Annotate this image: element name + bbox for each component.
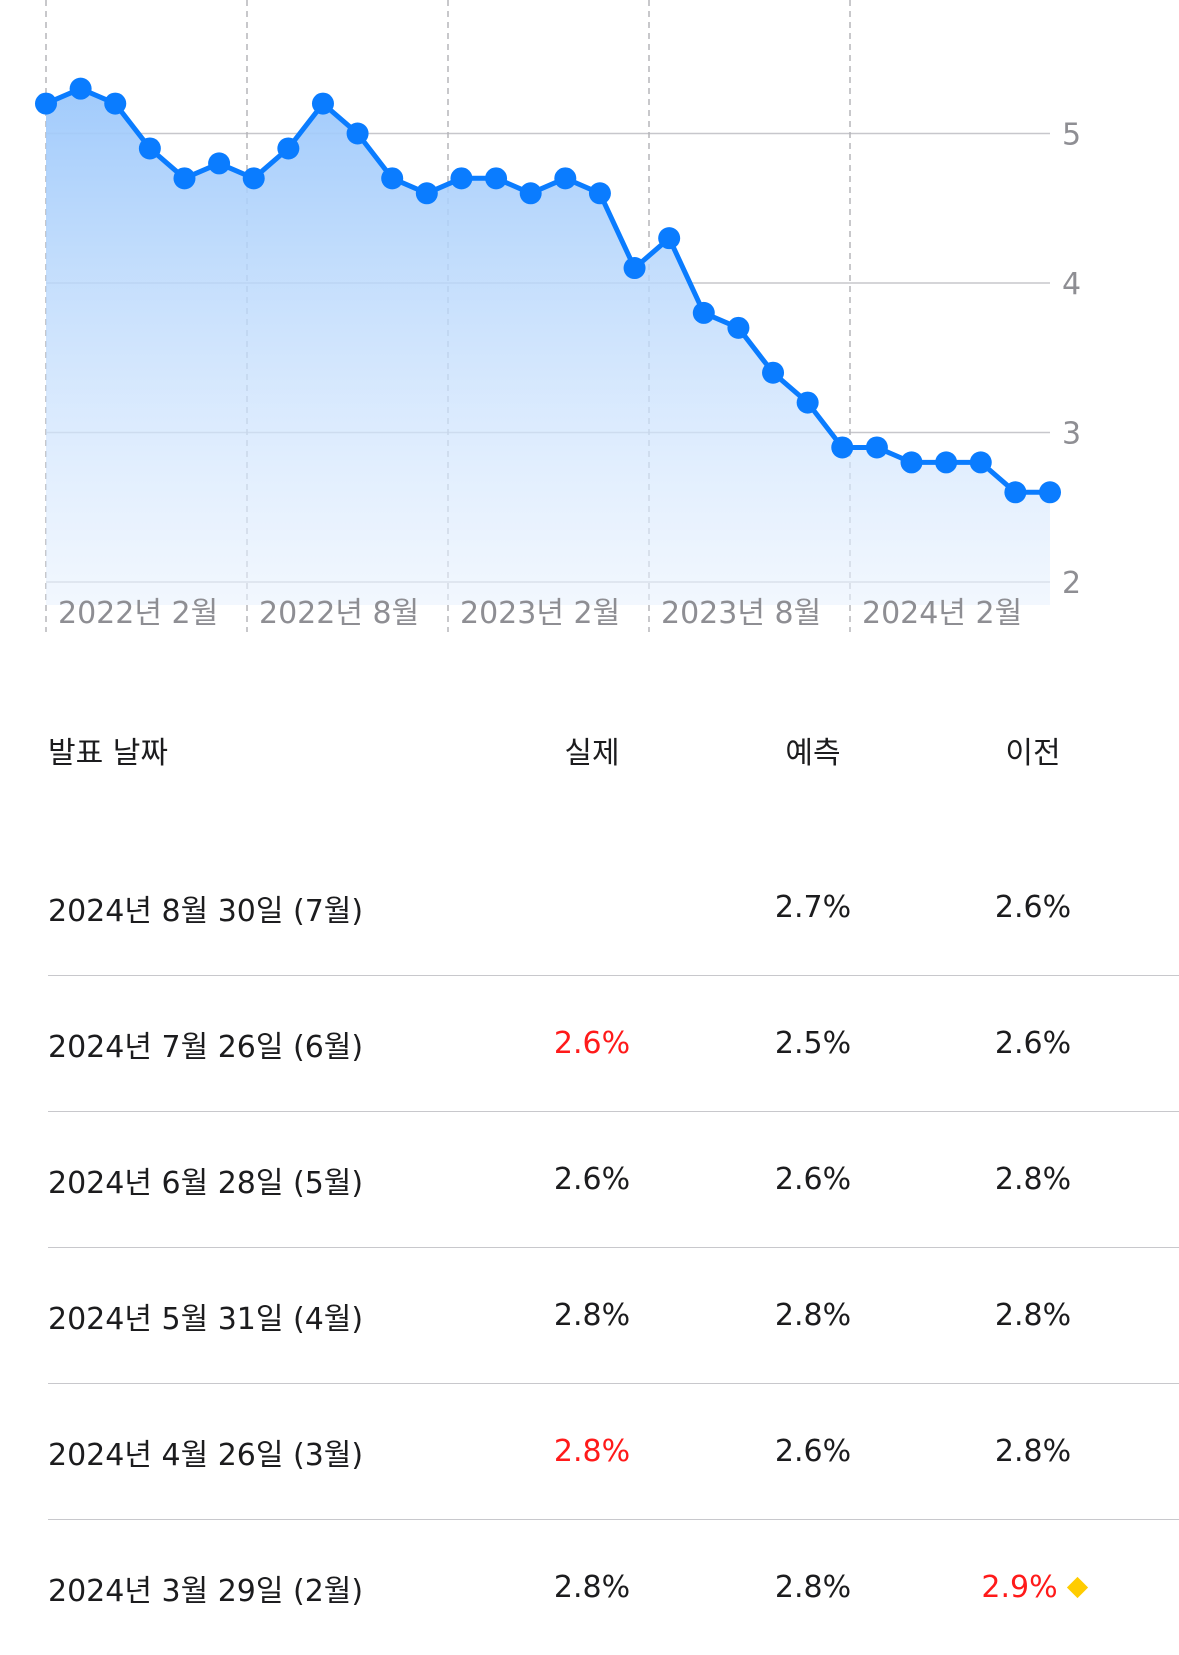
- data-point[interactable]: [381, 167, 404, 190]
- data-point[interactable]: [173, 167, 196, 190]
- row-actual: 2.6%: [553, 1026, 631, 1061]
- header-forecast: 예측: [785, 736, 841, 771]
- row-actual: [512, 840, 672, 975]
- y-tick-label: 4: [1062, 267, 1081, 302]
- data-point[interactable]: [519, 182, 542, 205]
- table-row[interactable]: 2024년 8월 30일 (7월) 2.7% 2.6%: [48, 840, 1179, 975]
- row-forecast: 2.7%: [774, 890, 852, 925]
- row-actual: 2.8%: [553, 1434, 631, 1469]
- table-row[interactable]: 2024년 5월 31일 (4월) 2.8% 2.8% 2.8%: [48, 1247, 1179, 1383]
- table-row[interactable]: 2024년 6월 28일 (5월) 2.6% 2.6% 2.8%: [48, 1111, 1179, 1247]
- row-actual: 2.8%: [553, 1298, 631, 1333]
- data-point[interactable]: [450, 167, 473, 190]
- row-date: 2024년 3월 29일 (2월): [48, 1573, 364, 1609]
- y-tick-label: 5: [1062, 118, 1081, 153]
- data-point[interactable]: [138, 137, 161, 160]
- data-point[interactable]: [623, 257, 646, 280]
- row-date: 2024년 8월 30일 (7월): [48, 893, 364, 929]
- x-tick-label: 2023년 2월: [460, 596, 620, 631]
- data-point[interactable]: [865, 436, 888, 459]
- data-point[interactable]: [35, 92, 57, 115]
- header-actual: 실제: [564, 736, 620, 771]
- chart-area-fill: [46, 88, 1050, 605]
- row-forecast: 2.8%: [774, 1298, 852, 1333]
- data-point[interactable]: [415, 182, 438, 205]
- header-date: 발표 날짜: [48, 736, 168, 771]
- data-point[interactable]: [311, 92, 334, 115]
- row-previous: 2.8%: [994, 1298, 1072, 1333]
- row-previous: 2.9%: [953, 1520, 1113, 1655]
- row-forecast: 2.6%: [774, 1434, 852, 1469]
- table-row[interactable]: 2024년 7월 26일 (6월) 2.6% 2.5% 2.6%: [48, 975, 1179, 1111]
- row-date: 2024년 7월 26일 (6월): [48, 1029, 364, 1065]
- row-actual: 2.8%: [553, 1570, 631, 1605]
- x-tick-label: 2024년 2월: [862, 596, 1022, 631]
- row-previous-value: 2.9%: [981, 1570, 1058, 1605]
- y-tick-label: 2: [1062, 566, 1081, 601]
- row-date: 2024년 5월 31일 (4월): [48, 1301, 364, 1337]
- data-point[interactable]: [900, 451, 923, 474]
- data-point[interactable]: [1004, 481, 1027, 504]
- data-point[interactable]: [727, 316, 750, 339]
- release-history-table: 발표 날짜 실제 예측 이전 2024년 8월 30일 (7월) 2.7% 2.…: [48, 700, 1179, 1655]
- row-date: 2024년 4월 26일 (3월): [48, 1437, 364, 1473]
- data-point[interactable]: [242, 167, 265, 190]
- data-point[interactable]: [935, 451, 958, 474]
- data-point[interactable]: [692, 301, 715, 324]
- data-point[interactable]: [658, 227, 681, 250]
- row-date: 2024년 6월 28일 (5월): [48, 1165, 364, 1201]
- data-point[interactable]: [796, 391, 819, 414]
- data-point[interactable]: [104, 92, 127, 115]
- data-point[interactable]: [208, 152, 231, 175]
- x-tick-label: 2023년 8월: [661, 596, 821, 631]
- data-point[interactable]: [346, 122, 369, 145]
- row-actual: 2.6%: [553, 1162, 631, 1197]
- data-point[interactable]: [554, 167, 577, 190]
- table-row[interactable]: 2024년 4월 26일 (3월) 2.8% 2.6% 2.8%: [48, 1383, 1179, 1519]
- x-tick-label: 2022년 2월: [58, 596, 218, 631]
- row-previous: 2.8%: [994, 1434, 1072, 1469]
- row-forecast: 2.5%: [774, 1026, 852, 1061]
- row-previous: 2.8%: [994, 1162, 1072, 1197]
- data-point[interactable]: [762, 361, 785, 384]
- data-point[interactable]: [1039, 481, 1061, 504]
- data-point[interactable]: [588, 182, 611, 205]
- row-forecast: 2.8%: [774, 1570, 852, 1605]
- chart-x-axis: 2022년 2월 2022년 8월 2023년 2월 2023년 8월 2024년 2월: [58, 596, 1022, 631]
- diamond-icon: [1066, 1576, 1088, 1599]
- row-previous: 2.6%: [994, 890, 1072, 925]
- data-point[interactable]: [969, 451, 992, 474]
- table-row[interactable]: 2024년 3월 29일 (2월) 2.8% 2.8% 2.9%: [48, 1519, 1179, 1655]
- row-previous: 2.6%: [994, 1026, 1072, 1061]
- header-previous: 이전: [1005, 736, 1061, 771]
- row-forecast: 2.6%: [774, 1162, 852, 1197]
- data-point[interactable]: [277, 137, 300, 160]
- x-tick-label: 2022년 8월: [259, 596, 419, 631]
- y-tick-label: 3: [1062, 417, 1081, 452]
- chart-y-axis: 2 3 4 5: [1062, 118, 1081, 602]
- data-point[interactable]: [485, 167, 508, 190]
- table-header: 발표 날짜 실제 예측 이전: [48, 700, 1179, 840]
- data-point[interactable]: [831, 436, 854, 459]
- chart-points: [35, 77, 1061, 504]
- data-point[interactable]: [69, 77, 92, 100]
